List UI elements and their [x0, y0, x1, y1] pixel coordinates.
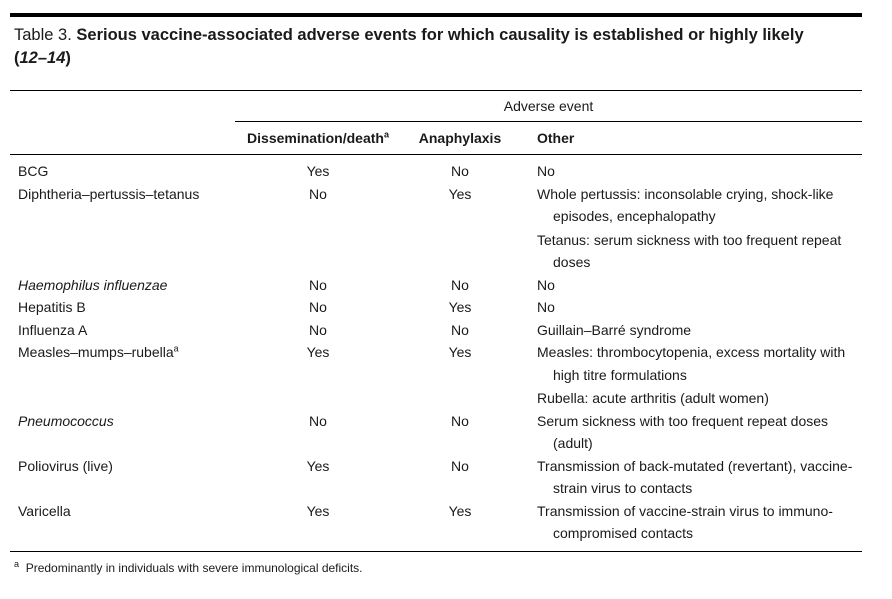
other-cell: Whole pertussis: inconsolable crying, sh… — [512, 183, 862, 274]
group-header: Adverse event — [235, 91, 862, 122]
vaccine-name: Haemophilus influenzae — [18, 276, 168, 293]
table: Adverse event Dissemination/deatha Anaphy… — [10, 90, 862, 552]
other-cell: Measles: thrombocytopenia, excess mortal… — [512, 341, 862, 410]
table-row: Hepatitis B No Yes No — [10, 296, 862, 319]
vaccine-name: Measles–mumps–rubella — [18, 344, 174, 360]
vaccine-name: Hepatitis B — [18, 299, 86, 315]
anaphylaxis-cell: Yes — [448, 502, 472, 519]
column-header: Anaphylaxis — [408, 122, 512, 155]
title-close: ) — [65, 49, 71, 67]
other-cell: No — [512, 274, 862, 297]
table-label: Table 3. — [14, 26, 72, 44]
table-row: Measles–mumps–rubellaa Yes Yes Measles: thr… — [10, 341, 862, 410]
title-refs: 12–14 — [19, 49, 66, 67]
title-text: Serious vaccine-associated adverse event… — [14, 26, 804, 67]
table-row: Influenza A No No Guillain–Barré syndrome — [10, 319, 862, 342]
other-entry: Measles: thrombocytopenia, excess mortal… — [537, 344, 846, 383]
anaphylaxis-cell: No — [451, 412, 469, 429]
footnote-mark: a — [14, 559, 20, 569]
other-entry: Transmission of vaccine-strain virus to … — [537, 502, 833, 542]
column-header: Dissemination/deatha — [228, 122, 408, 155]
other-cell: Transmission of vaccine-strain virus to … — [512, 500, 862, 552]
anaphylaxis-cell: No — [451, 321, 469, 338]
vaccine-name: Diphtheria–pertussis–tetanus — [18, 185, 200, 202]
vaccine-cell: Influenza A — [10, 319, 228, 342]
dissemination-cell: Yes — [306, 344, 330, 360]
other-entry: Tetanus: serum sickness with too frequen… — [537, 231, 842, 271]
dissemination-cell: No — [309, 299, 327, 315]
header-blank — [10, 122, 228, 155]
other-cell: Transmission of back-mutated (revertant)… — [512, 455, 862, 500]
other-entry: Serum sickness with too frequent repeat … — [537, 412, 829, 452]
vaccine-cell: Poliovirus (live) — [10, 455, 228, 500]
vaccine-name: Influenza A — [18, 321, 88, 338]
dissemination-cell: No — [309, 412, 327, 429]
other-cell: Guillain–Barré syndrome — [512, 319, 862, 342]
table-row: Varicella Yes Yes Transmission of vaccine-s… — [10, 500, 862, 552]
table-title: Table 3. Serious vaccine-associated adve… — [14, 24, 834, 70]
anaphylaxis-cell: No — [451, 163, 469, 179]
dissemination-cell: No — [309, 276, 327, 293]
other-cell: No — [512, 155, 862, 183]
vaccine-cell: Pneumococcus — [10, 410, 228, 455]
table-row: Pneumococcus No No Serum sickness with too … — [10, 410, 862, 455]
other-entry: Guillain–Barré syndrome — [537, 321, 692, 338]
table-row: BCG Yes No No — [10, 155, 862, 183]
dissemination-cell: No — [309, 321, 327, 338]
vaccine-name: Pneumococcus — [18, 412, 114, 429]
anaphylaxis-cell: No — [451, 276, 469, 293]
footnote: a Predominantly in individuals with seve… — [14, 559, 363, 577]
column-header-text: Anaphylaxis — [418, 129, 502, 146]
other-entry: No — [537, 163, 555, 179]
other-cell: No — [512, 296, 862, 319]
table-row: Diphtheria–pertussis–tetanus No Yes Whole p… — [10, 183, 862, 274]
vaccine-name: BCG — [18, 163, 49, 179]
dissemination-cell: Yes — [306, 502, 330, 519]
vaccine-cell: Diphtheria–pertussis–tetanus — [10, 183, 228, 274]
anaphylaxis-cell: Yes — [448, 185, 472, 202]
dissemination-cell: Yes — [306, 457, 330, 474]
vaccine-name: Varicella — [18, 502, 71, 519]
column-header-text: Dissemination/death — [247, 129, 384, 146]
vaccine-cell: Measles–mumps–rubellaa — [10, 341, 228, 410]
column-header-text: Other — [537, 129, 575, 146]
dissemination-cell: No — [309, 185, 327, 202]
other-cell: Serum sickness with too frequent repeat … — [512, 410, 862, 455]
table-row: Haemophilus influenzae No No No — [10, 274, 862, 297]
vaccine-cell: BCG — [10, 155, 228, 183]
other-entry: Whole pertussis: inconsolable crying, sh… — [537, 185, 834, 225]
anaphylaxis-cell: Yes — [448, 344, 472, 360]
vaccine-cell: Haemophilus influenzae — [10, 274, 228, 297]
top-rule — [10, 13, 862, 17]
other-entry: No — [537, 299, 555, 315]
note-mark: a — [173, 343, 179, 354]
vaccine-cell: Hepatitis B — [10, 296, 228, 319]
other-entry: Rubella: acute arthritis (adult women) — [537, 390, 769, 406]
dissemination-cell: Yes — [306, 163, 330, 179]
vaccine-name: Poliovirus (live) — [18, 457, 113, 474]
other-entry: Transmission of back-mutated (revertant)… — [537, 457, 853, 497]
footnote-text: Predominantly in individuals with severe… — [25, 561, 363, 575]
table-row: Poliovirus (live) Yes No Transmission of ba… — [10, 455, 862, 500]
anaphylaxis-cell: Yes — [448, 299, 472, 315]
note-mark: a — [383, 129, 389, 140]
column-header: Other — [512, 122, 862, 155]
anaphylaxis-cell: No — [451, 457, 469, 474]
other-entry: No — [537, 276, 555, 293]
vaccine-cell: Varicella — [10, 500, 228, 552]
